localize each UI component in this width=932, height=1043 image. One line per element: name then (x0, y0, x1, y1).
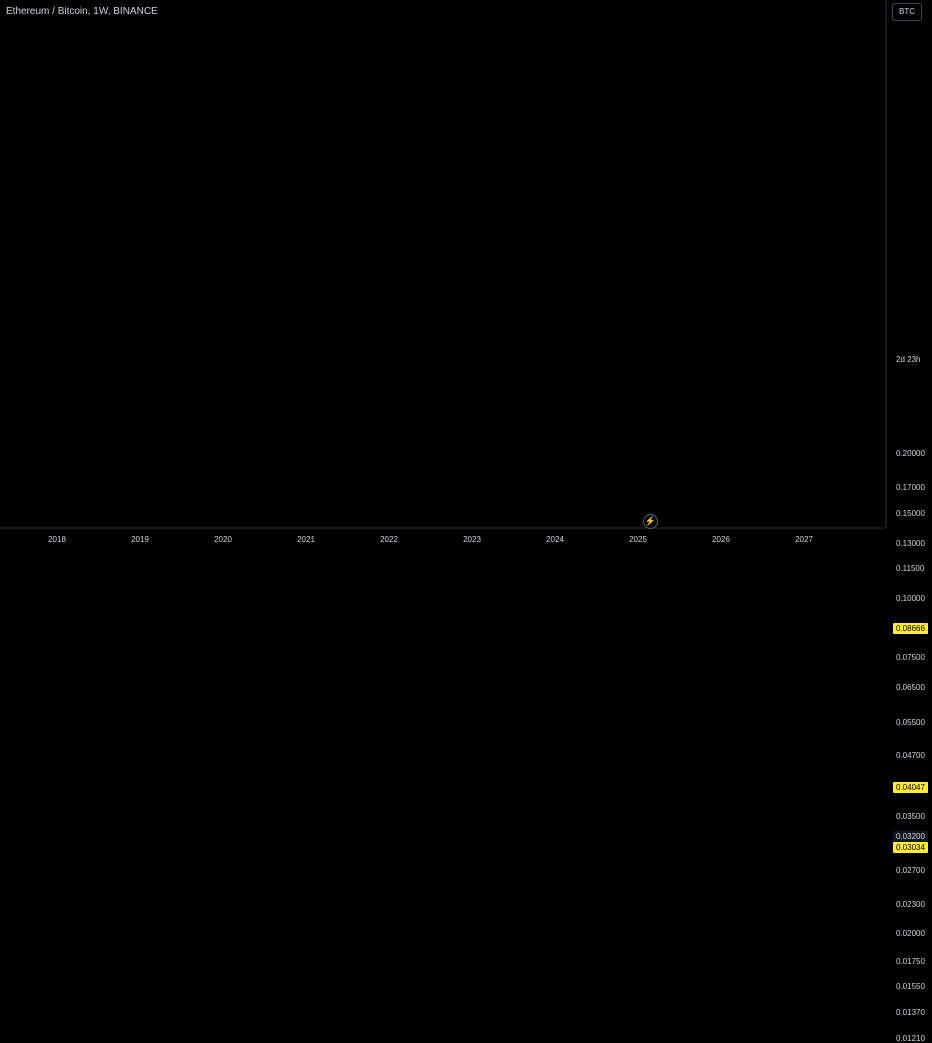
price-tick: 0.01750 (896, 956, 925, 966)
price-tick: 0.03500 (896, 812, 925, 822)
price-tick: 0.04700 (896, 750, 925, 760)
price-tick: 0.13000 (896, 538, 925, 548)
bar-countdown: 2d 23h (896, 355, 921, 364)
price-tick: 0.02700 (896, 866, 925, 876)
price-tick: 0.20000 (896, 449, 925, 458)
time-tick: 2019 (131, 535, 149, 544)
level-price-tag: 0.08666 (893, 622, 928, 634)
time-tick: 2027 (795, 535, 813, 544)
price-tick: 0.02000 (896, 929, 925, 938)
price-tick: 0.01210 (896, 1033, 925, 1043)
price-tick: 0.10000 (896, 593, 925, 603)
price-tick: 0.05500 (896, 718, 925, 728)
price-tick: 0.06500 (896, 683, 925, 693)
price-tick: 0.11500 (896, 564, 925, 574)
time-tick: 2021 (297, 535, 315, 544)
current-price-tag: 0.03200 (893, 830, 928, 842)
level-price-tag: 0.04047 (893, 781, 928, 793)
price-tick: 0.02300 (896, 899, 925, 909)
level-price-tag: 0.03034 (893, 841, 928, 853)
time-tick: 2025 (629, 535, 647, 544)
currency-button[interactable]: BTC (892, 3, 922, 21)
time-tick: 2024 (546, 535, 564, 544)
price-tick: 0.15000 (896, 508, 925, 518)
price-tick: 0.01550 (896, 982, 925, 992)
time-tick: 2018 (48, 535, 66, 544)
time-tick: 2023 (463, 535, 481, 544)
time-tick: 2020 (214, 535, 232, 544)
price-tick: 0.01370 (896, 1007, 925, 1017)
time-tick: 2026 (712, 535, 730, 544)
chart-title: Ethereum / Bitcoin, 1W, BINANCE (6, 6, 158, 17)
price-tick: 0.17000 (896, 482, 925, 492)
bolt-icon[interactable]: ⚡ (643, 514, 658, 529)
chart-canvas[interactable] (0, 0, 932, 550)
price-tick: 0.07500 (896, 653, 925, 663)
time-tick: 2022 (380, 535, 398, 544)
